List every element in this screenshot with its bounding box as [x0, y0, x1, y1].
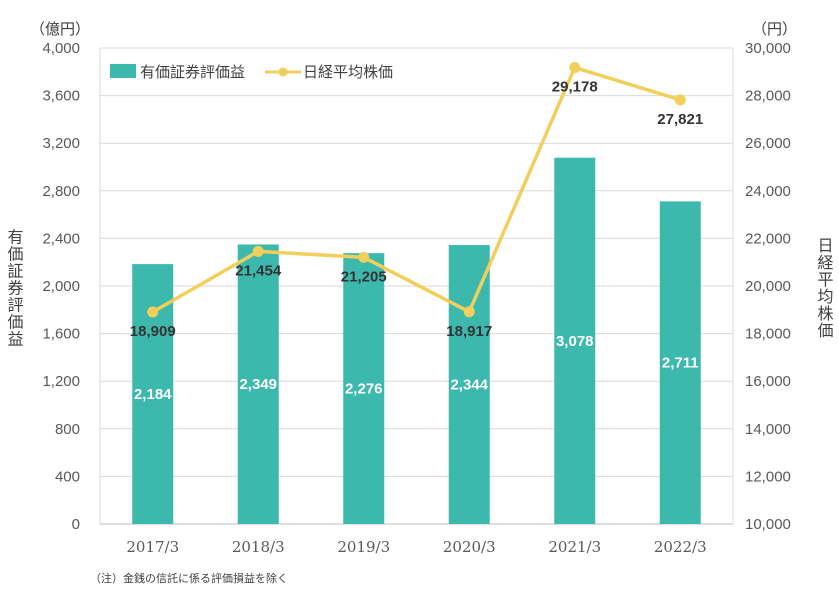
line-point — [569, 62, 581, 74]
legend-line-label: 日経平均株価 — [303, 63, 393, 81]
x-tick-label: 2020/3 — [443, 538, 496, 556]
line-value-label: 18,909 — [130, 323, 176, 340]
line-path — [151, 65, 681, 314]
bar-value-label: 2,184 — [134, 386, 172, 403]
bar — [343, 253, 385, 524]
line-series: 18,909 21,454 21,205 18,917 29,178 27,821 — [130, 62, 703, 340]
x-tick-label: 2017/3 — [126, 538, 179, 556]
right-tick-label: 28,000 — [745, 88, 791, 105]
right-tick-label: 10,000 — [745, 516, 791, 533]
left-axis-ticks: 0 400 800 1,200 1,600 2,000 2,400 2,800 3,200 3,6… — [42, 40, 80, 533]
line-value-label: 27,821 — [657, 111, 703, 128]
left-tick-label: 1,600 — [42, 326, 80, 343]
bar — [659, 201, 701, 525]
left-tick-label: 2,800 — [42, 183, 80, 200]
legend-bar-label: 有価証券評価益 — [140, 63, 245, 81]
line-point — [147, 306, 159, 318]
x-tick-label: 2021/3 — [548, 538, 601, 556]
x-axis-ticks: 2017/3 2018/3 2019/3 2020/3 2021/3 2022/3 — [126, 538, 706, 556]
line-value-label: 18,917 — [446, 323, 492, 340]
right-tick-label: 18,000 — [745, 326, 791, 343]
footnote: （注）金銭の信託に係る評価損益を除く — [90, 571, 288, 585]
legend-line-marker — [278, 67, 288, 77]
left-axis-title: 有価証券評価益 — [5, 229, 24, 348]
line-value-label: 29,178 — [552, 79, 598, 96]
bar-series: 2,184 2,349 2,276 2,344 3,078 2,711 — [132, 157, 701, 525]
line-point — [358, 251, 370, 263]
x-tick-label: 2018/3 — [232, 538, 285, 556]
right-tick-label: 12,000 — [745, 468, 791, 485]
right-axis-ticks: 10,000 12,000 14,000 16,000 18,000 20,000 22,0… — [745, 40, 791, 533]
left-tick-label: 2,000 — [42, 278, 80, 295]
bar-value-label: 2,711 — [662, 355, 699, 372]
line-point — [463, 306, 475, 318]
left-axis-unit: （億円） — [30, 20, 90, 38]
right-tick-label: 24,000 — [745, 183, 791, 200]
bar — [237, 244, 279, 524]
right-axis-unit: （円） — [752, 20, 797, 38]
bar-value-label: 2,344 — [450, 377, 488, 394]
bar-value-label: 2,276 — [345, 381, 383, 398]
x-tick-label: 2022/3 — [654, 538, 707, 556]
line-value-label: 21,454 — [235, 262, 282, 279]
line-point — [674, 94, 686, 106]
left-tick-label: 2,400 — [42, 230, 80, 247]
line-point — [252, 245, 264, 257]
bar — [448, 245, 490, 524]
left-tick-label: 3,600 — [42, 88, 80, 105]
x-tick-label: 2019/3 — [337, 538, 390, 556]
right-tick-label: 26,000 — [745, 135, 791, 152]
left-tick-label: 3,200 — [42, 135, 80, 152]
right-tick-label: 20,000 — [745, 278, 791, 295]
legend-bar-swatch — [110, 64, 136, 78]
legend: 有価証券評価益 日経平均株価 — [110, 63, 393, 81]
right-tick-label: 30,000 — [745, 40, 791, 57]
left-tick-label: 4,000 — [42, 40, 80, 57]
left-tick-label: 0 — [72, 516, 80, 533]
left-tick-label: 400 — [55, 468, 80, 485]
bar-value-label: 3,078 — [556, 333, 594, 350]
left-tick-label: 800 — [55, 421, 80, 438]
line-value-label: 21,205 — [341, 268, 387, 285]
right-tick-label: 22,000 — [745, 230, 791, 247]
right-tick-label: 14,000 — [745, 421, 791, 438]
bar-value-label: 2,349 — [239, 376, 277, 393]
bar — [554, 157, 596, 524]
right-tick-label: 16,000 — [745, 373, 791, 390]
right-axis-title: 日経平均株価 — [815, 237, 834, 339]
left-tick-label: 1,200 — [42, 373, 80, 390]
